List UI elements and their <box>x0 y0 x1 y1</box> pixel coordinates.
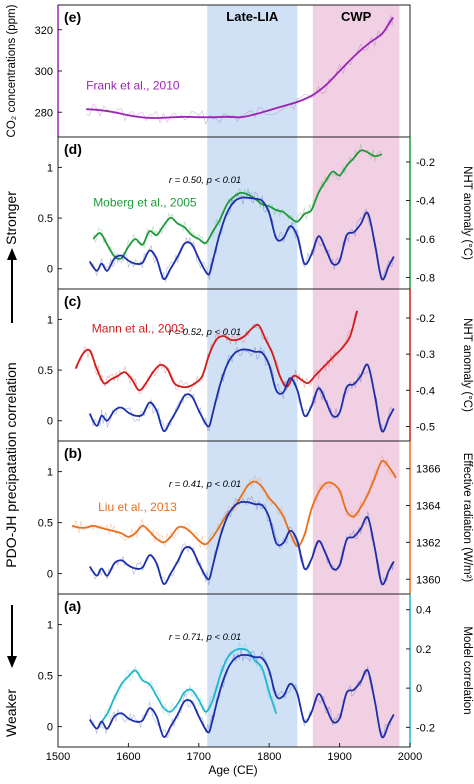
right-tick-label: 0.2 <box>416 644 431 656</box>
right-axis-label: Effective radiation (W/m²) <box>461 453 473 583</box>
panel-e: 280 300 320 CO₂ concentrations (ppm) (e) Fran… <box>6 4 411 138</box>
weaker-arrowhead <box>7 656 17 668</box>
left-tick-label: 1 <box>47 467 53 479</box>
series-line <box>92 149 383 260</box>
right-tick-label: 1366 <box>416 464 440 476</box>
correlation-stat: r = 0.52, p < 0.01 <box>169 327 241 338</box>
correlation-stat: r = 0.41, p < 0.01 <box>169 479 241 490</box>
x-tick-label: 2000 <box>398 751 422 763</box>
right-tick-label: -0.4 <box>416 195 435 207</box>
right-tick-label: 0 <box>416 683 422 695</box>
series-raw-line <box>89 346 395 433</box>
right-tick-label: -0.2 <box>416 313 435 325</box>
panel-letter: (e) <box>64 9 81 25</box>
panel-letter: (a) <box>64 598 81 614</box>
right-tick-label: -0.8 <box>416 272 435 284</box>
series-raw-line <box>71 454 397 551</box>
series-raw-line <box>75 310 358 395</box>
panel-letter: (d) <box>64 141 82 157</box>
left-tick-label: 1 <box>47 162 53 174</box>
right-tick-label: 1362 <box>416 537 440 549</box>
panel-b: 0 0.5 1 1366 1364 1362 1360 Effective radiation… <box>38 440 473 595</box>
series-raw-line <box>89 495 395 586</box>
right-tick-label: -0.6 <box>416 234 435 246</box>
series-line <box>86 16 394 119</box>
series-raw-line <box>89 191 395 283</box>
left-tick-label: 1 <box>47 620 53 632</box>
right-tick-label: 1364 <box>416 501 440 513</box>
panel-letter: (b) <box>64 445 82 461</box>
series-line <box>88 348 395 433</box>
x-axis: 1500 1600 1700 1800 1900 2000 <box>46 743 422 763</box>
right-tick-label: 0.4 <box>416 605 431 617</box>
right-tick-label: 1360 <box>416 574 440 586</box>
series-line <box>74 310 359 392</box>
band-label: CWP <box>341 9 372 24</box>
panel-d: 0 0.5 1 -0.2 -0.4 -0.6 -0.8 NHT anomaly (°C) (d)… <box>38 136 473 290</box>
series-raw-line <box>99 641 277 729</box>
x-tick-label: 1600 <box>116 751 140 763</box>
right-tick-label: -0.3 <box>416 349 435 361</box>
panel-letter: (c) <box>64 293 81 309</box>
left-tick-label: 0 <box>47 416 53 428</box>
x-axis-label: Age (CE) <box>208 763 257 777</box>
left-tick-label: 320 <box>35 25 53 37</box>
left-tick-label: 300 <box>35 66 53 78</box>
series-label: Liu et al., 2013 <box>98 500 177 514</box>
panel-c: 0 0.5 1 -0.2 -0.3 -0.4 -0.5 NHT anomaly (°C) (c)… <box>38 288 473 442</box>
correlation-stat: r = 0.71, p < 0.01 <box>169 632 241 643</box>
right-tick-label: -0.4 <box>416 385 435 397</box>
left-tick-label: 0.5 <box>38 365 53 377</box>
left-tick-label: 1 <box>47 314 53 326</box>
x-tick-label: 1500 <box>46 751 70 763</box>
stronger-arrowhead <box>7 248 17 260</box>
shaded-bands-layer: Late-LIA CWP <box>207 5 400 747</box>
weaker-label: Weaker <box>3 689 19 737</box>
left-tick-label: 280 <box>35 107 53 119</box>
correlation-stat: r = 0.50, p < 0.01 <box>169 175 241 186</box>
right-tick-label: -0.2 <box>416 722 435 734</box>
right-tick-label: -0.5 <box>416 422 435 434</box>
panels-layer: 280 300 320 CO₂ concentrations (ppm) (e) Fran… <box>6 4 473 748</box>
series-line <box>88 196 395 281</box>
right-axis-label: NHT anomaly (°C) <box>461 318 473 412</box>
x-tick-label: 1900 <box>327 751 351 763</box>
series-label: Mann et al., 2003 <box>92 321 185 335</box>
right-tick-label: -0.2 <box>416 157 435 169</box>
left-group-labels: Stronger PDO-JH precipatation correlatio… <box>3 191 19 737</box>
right-axis-label: Model correlation <box>461 626 473 714</box>
band-label: Late-LIA <box>226 9 279 24</box>
panel-a: 0 0.5 1 0.4 0.2 0 -0.2 Model correlation (a) r = … <box>38 593 473 748</box>
x-tick-label: 1800 <box>257 751 281 763</box>
series-line <box>99 648 278 725</box>
left-tick-label: 0.5 <box>38 518 53 530</box>
pdo-correlation-axis-label: PDO-JH precipatation correlation <box>3 362 19 567</box>
left-tick-label: 0 <box>47 569 53 581</box>
series-label: Moberg et al., 2005 <box>93 195 197 209</box>
x-tick-label: 1700 <box>187 751 211 763</box>
stronger-label: Stronger <box>3 191 19 245</box>
series-label: Frank et al., 2010 <box>86 79 180 93</box>
left-axis-label: CO₂ concentrations (ppm) <box>6 4 18 137</box>
left-tick-label: 0.5 <box>38 671 53 683</box>
series-line <box>88 500 395 586</box>
series-line <box>88 653 395 739</box>
left-tick-label: 0 <box>47 722 53 734</box>
left-tick-label: 0.5 <box>38 213 53 225</box>
right-axis-label: NHT anomaly (°C) <box>461 166 473 260</box>
left-tick-label: 0 <box>47 264 53 276</box>
shaded-band-cwp <box>312 5 400 747</box>
